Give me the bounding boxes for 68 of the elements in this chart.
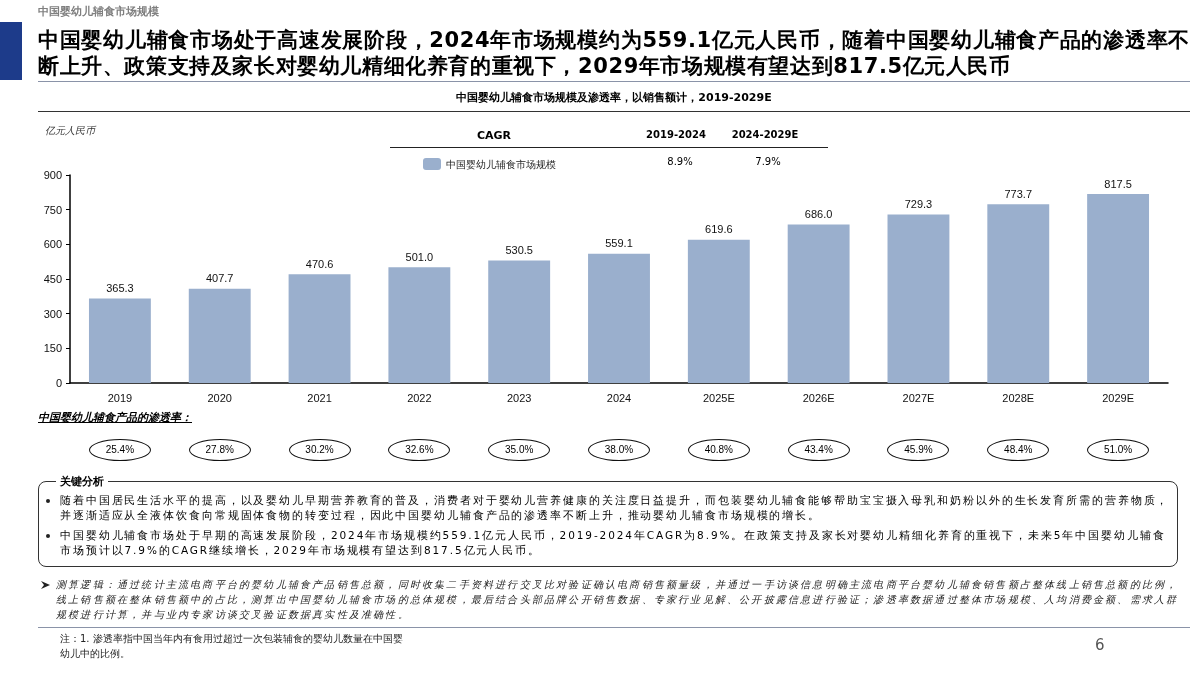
text: 48.4% [987,439,1050,461]
y-tick-label: 300 [43,307,62,320]
x-tick-label: 2025E [702,391,735,404]
data-label: 817.5 [1104,177,1132,190]
text: 32.6% [388,439,451,461]
data-label: 686.0 [804,207,833,220]
data-label: 407.7 [205,272,234,285]
text: 7.9% [755,156,781,167]
x-tick-label: 2028E [1002,391,1035,404]
data-label: 501.0 [405,250,434,263]
legend-label: 中国婴幼儿辅食市场规模 [446,158,556,170]
chart-title: 中国婴幼儿辅食市场处于高速发展阶段，2024年市场规模约为559.1亿元人民币，随着中国婴幼儿辅食产品的渗透率不断上升、政策支持及家长对婴幼儿精细化养育的重视下，2029年市场规模有望达到817.5亿元人民币 [38,27,1190,79]
data-label: 773.7 [1004,187,1033,200]
text: 中国婴幼儿辅食市场规模 [38,4,159,19]
x-tick-label: 2029E [1102,391,1134,404]
text: 40.8% [687,439,750,461]
bar [188,288,251,383]
text: 随着中国居民生活水平的提高，以及婴幼儿早期营养教育的普及，消费者对于婴幼儿营养健康的关注度日益提升，而包装婴幼儿辅食能够帮助宝宝摄入母乳和奶粉以外的生长发育所需的营养物质，并逐渐适应从全液体饮食向常规固体食物的转变过程，因此中国婴幼儿辅食产品的渗透率不断上升，推动婴幼儿辅食市场规模的增长。 [60,493,1170,523]
text: 45.9% [887,439,950,461]
x-tick-label: 2019 [107,391,133,404]
y-tick-label: 450 [43,273,62,285]
y-axis-title: 亿元人民币 [45,124,97,136]
bar [787,224,850,383]
y-tick-label: 0 [55,377,62,389]
x-tick-label: 2027E [902,391,935,404]
text: 25.4% [88,439,151,461]
text: 30.2% [288,439,351,461]
text: 关键分析 [56,474,108,489]
x-tick-label: 2022 [407,391,432,404]
x-tick-label: 2021 [307,391,332,404]
text: 中国婴幼儿辅食市场处于早期的高速发展阶段，2024年市场规模约559.1亿元人民币，2019-2024年CAGR为8.9%。在政策支持及家长对婴幼儿精细化养育的重视下，未来5年中国婴幼儿辅食市场预计以7.9%的CAGR继续增长，2029年市场规模有望达到817.5亿元人民币。 [60,528,1167,558]
text: 35.0% [488,439,551,461]
text: 2019-2024 [646,129,706,140]
data-label: 530.5 [505,243,533,256]
text: 38.0% [588,439,650,461]
bar [488,260,551,383]
y-tick-label: 900 [43,169,62,181]
chart-subtitle: 中国婴幼儿辅食市场规模及渗透率，以销售额计，2019-2029E [455,91,773,105]
data-label: 729.3 [904,197,933,210]
text: 中国婴幼儿辅食产品的渗透率： [38,410,192,425]
bar [987,204,1050,383]
bar [1087,194,1150,383]
text: 27.8% [188,439,251,461]
text: 51.0% [1087,439,1150,461]
data-label: 470.6 [305,257,334,270]
bar [288,274,351,383]
text: CAGR [476,129,512,142]
bar [887,214,950,383]
text: 测算逻辑：通过统计主流电商平台的婴幼儿辅食产品销售总额，同时收集二手资料进行交叉比对验证确认电商销售额量级，并通过一手访谈信息明确主流电商平台婴幼儿辅食销售额占整体线上销售总额的比例，线上销售额在整体销售额中的占比，测算出中国婴幼儿辅食市场的总体规模，最后结合头部品牌公开销售数据、专家行业见解、公开披露信息进行验证；渗透率数据通过整体市场规模、人均消费金额、需求人群规模进行计算，并与业内专家访谈交叉验证数据真实性及准确性。 [56,578,1180,622]
y-tick-label: 750 [43,203,62,216]
bar [588,253,650,383]
x-tick-label: 2020 [207,391,232,404]
text: 43.4% [787,439,850,461]
text: 注：1. 渗透率指中国当年内有食用过超过一次包装辅食的婴幼儿数量在中国婴幼儿中的比例。 [60,632,404,661]
bar [88,298,151,383]
x-tick-label: 2024 [606,391,632,404]
text: 8.9% [667,156,693,167]
y-tick-label: 150 [43,342,62,355]
data-label: 619.6 [705,223,733,236]
data-label: 365.3 [106,282,134,295]
text: 2024-2029E [731,129,799,140]
x-tick-label: 2026E [802,391,835,404]
y-tick-label: 600 [43,238,62,251]
data-label: 559.1 [605,237,633,250]
x-tick-label: 2023 [506,391,532,404]
bar [687,239,750,383]
text: 6 [1095,636,1105,654]
bar [388,267,451,383]
